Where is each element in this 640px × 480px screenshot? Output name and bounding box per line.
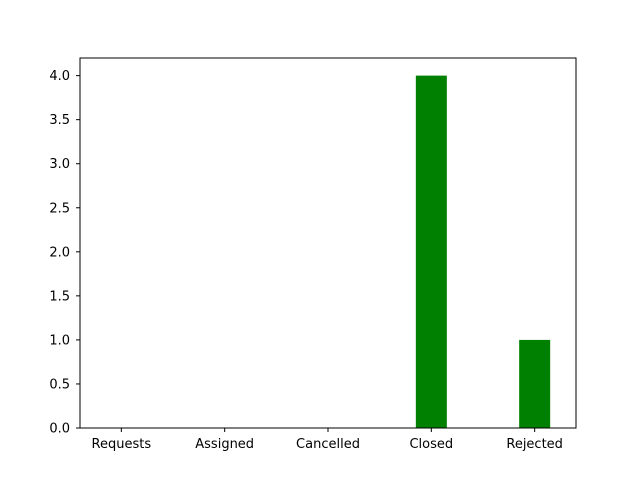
x-tick-label: Closed: [409, 437, 453, 452]
y-tick-label: 4.0: [49, 69, 70, 84]
plot-frame: [79, 57, 577, 429]
bars: [415, 75, 551, 428]
x-tick-label: Assigned: [195, 437, 254, 452]
x-tick-label: Requests: [92, 437, 152, 452]
y-tick-label: 3.5: [49, 113, 70, 128]
bar-rejected: [519, 339, 551, 428]
bar-closed: [415, 75, 447, 428]
y-tick-label: 0.5: [49, 377, 70, 392]
x-axis: Requests Assigned Cancelled Closed Rejected: [92, 428, 563, 452]
y-tick-label: 3.0: [49, 157, 70, 172]
x-tick-label: Cancelled: [296, 437, 360, 452]
y-tick-label: 1.0: [49, 333, 70, 348]
x-tick-label: Rejected: [506, 437, 563, 452]
y-axis: 0.0 0.5 1.0 1.5 2.0 2.5 3.0 3.5 4.0: [49, 69, 80, 437]
y-tick-label: 2.5: [49, 201, 70, 216]
y-tick-label: 2.0: [49, 245, 70, 260]
y-tick-label: 1.5: [49, 289, 70, 304]
y-tick-label: 0.0: [49, 422, 70, 437]
